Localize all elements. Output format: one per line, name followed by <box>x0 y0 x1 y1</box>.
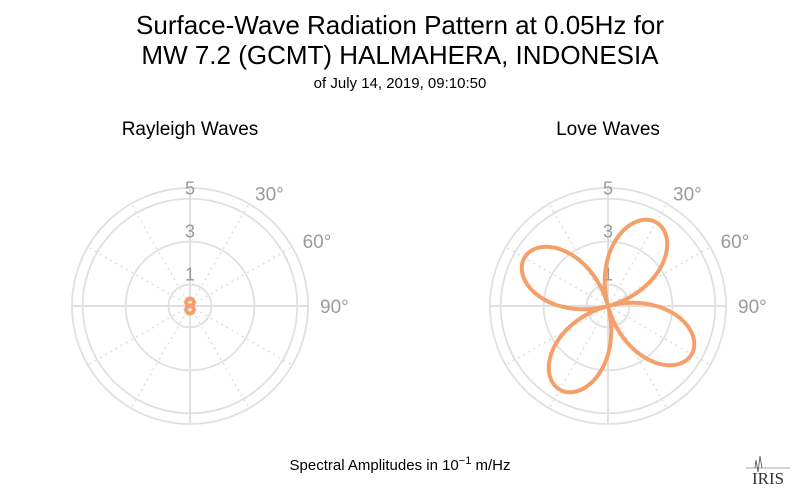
radial-gridline <box>189 246 293 307</box>
caption-exponent: −1 <box>458 455 472 467</box>
ring-gridline <box>167 283 213 329</box>
caption-base: 10 <box>442 457 459 474</box>
caption-prefix: Spectral Amplitudes in <box>289 457 443 474</box>
iris-logo: IRIS <box>746 455 790 488</box>
radial-gridline <box>548 203 609 307</box>
love-polar-chart: 1 3 5 30° 60° 90° <box>489 179 767 425</box>
radial-gridline <box>189 203 250 307</box>
outer-ring <box>71 187 309 425</box>
angle-tick-label: 60° <box>721 232 750 253</box>
radial-tick-label: 1 <box>603 265 613 285</box>
caption-suffix: m/Hz <box>471 457 511 474</box>
radial-gridline <box>130 305 191 409</box>
angle-tick-label: 30° <box>673 184 702 205</box>
rayleigh-panel-title: Rayleigh Waves <box>121 119 259 140</box>
angle-tick-label: 30° <box>255 184 284 205</box>
radial-gridline <box>189 305 250 409</box>
radial-gridline <box>607 246 711 307</box>
radiation-pattern-curve <box>184 296 196 316</box>
chart-title-line-1: Surface-Wave Radiation Pattern at 0.05Hz… <box>136 10 664 40</box>
radial-gridline <box>87 305 191 366</box>
radial-gridline <box>87 246 191 307</box>
ring-gridline <box>499 197 717 415</box>
angle-tick-label: 90° <box>738 297 767 318</box>
radial-gridline <box>505 305 609 366</box>
love-panel-title: Love Waves <box>556 119 660 140</box>
ring-gridline <box>542 240 674 372</box>
ring-gridline <box>124 240 256 372</box>
radial-tick-label: 5 <box>603 179 613 199</box>
ring-gridline <box>81 197 299 415</box>
radial-tick-label: 1 <box>185 265 195 285</box>
radial-gridline <box>607 305 711 366</box>
rayleigh-polar-chart: 1 3 5 30° 60° 90° <box>71 179 349 425</box>
radial-tick-label: 3 <box>603 222 613 242</box>
radial-gridline <box>130 203 191 307</box>
radial-gridline <box>607 203 668 307</box>
angle-tick-label: 90° <box>320 297 349 318</box>
radial-tick-label: 3 <box>185 222 195 242</box>
radial-gridline <box>607 305 668 409</box>
chart-title-line-2: MW 7.2 (GCMT) HALMAHERA, INDONESIA <box>141 40 659 70</box>
event-date: of July 14, 2019, 09:10:50 <box>313 75 487 92</box>
outer-ring <box>489 187 727 425</box>
radial-gridline <box>548 305 609 409</box>
radial-tick-label: 5 <box>185 179 195 199</box>
iris-logo-text: IRIS <box>752 469 784 488</box>
radiation-pattern-curve <box>519 217 697 395</box>
amplitude-units-caption: Spectral Amplitudes in 10−1 m/Hz <box>0 455 800 474</box>
angle-tick-label: 60° <box>303 232 332 253</box>
radial-gridline <box>505 246 609 307</box>
radial-gridline <box>189 305 293 366</box>
ring-gridline <box>585 283 631 329</box>
